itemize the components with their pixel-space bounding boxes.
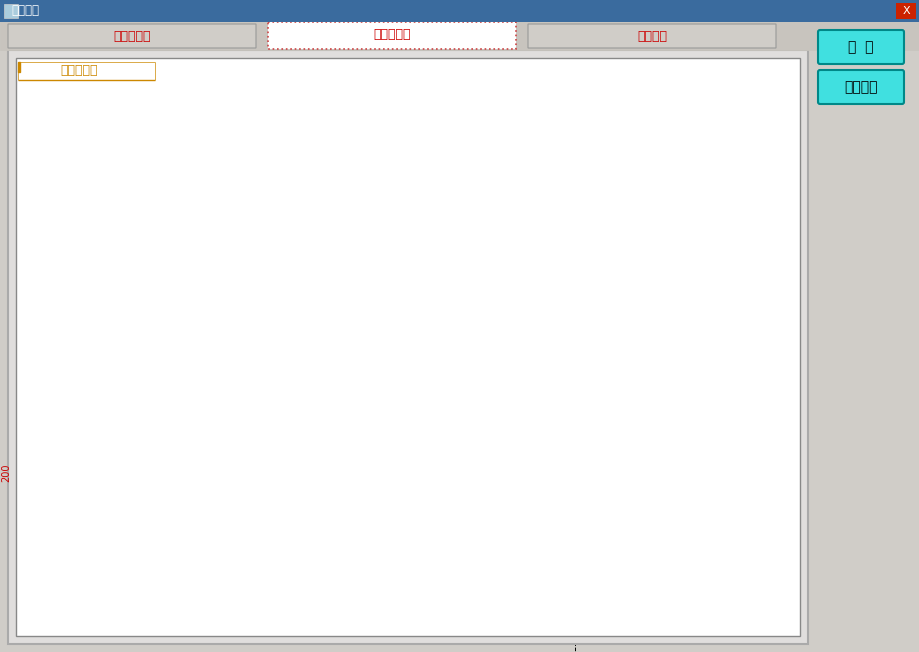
Bar bbox=[58, 198, 74, 238]
Text: 515: 515 bbox=[254, 345, 273, 355]
Bar bbox=[539, 123, 596, 133]
Bar bbox=[410, 324, 432, 332]
Bar bbox=[25, 182, 39, 254]
Bar bbox=[669, 452, 689, 492]
Bar bbox=[234, 213, 249, 223]
Bar bbox=[548, 133, 587, 141]
Text: 50: 50 bbox=[755, 251, 767, 261]
Bar bbox=[341, 415, 423, 530]
Text: 进口法兰: 进口法兰 bbox=[770, 548, 797, 558]
Bar bbox=[182, 105, 218, 115]
Text: 工作曲线图: 工作曲线图 bbox=[113, 29, 151, 42]
Bar bbox=[312, 210, 326, 226]
Bar bbox=[4, 4, 18, 18]
Bar bbox=[499, 584, 650, 596]
Bar bbox=[499, 323, 635, 335]
Bar bbox=[559, 384, 590, 392]
Text: 150: 150 bbox=[740, 462, 758, 472]
Bar bbox=[681, 205, 687, 225]
Text: 80: 80 bbox=[765, 498, 777, 508]
Text: 4-14: 4-14 bbox=[720, 289, 741, 299]
Text: 200: 200 bbox=[452, 464, 462, 482]
Text: 180: 180 bbox=[565, 359, 584, 369]
Bar bbox=[28, 385, 436, 560]
Bar bbox=[552, 374, 596, 384]
Text: 400: 400 bbox=[303, 360, 322, 370]
Bar bbox=[895, 3, 915, 19]
FancyBboxPatch shape bbox=[267, 22, 516, 49]
Bar bbox=[486, 596, 663, 606]
Bar bbox=[674, 201, 681, 229]
Text: 安装信息: 安装信息 bbox=[636, 29, 666, 42]
Bar bbox=[347, 423, 415, 522]
Text: 打印保存: 打印保存 bbox=[844, 80, 877, 94]
Text: 506: 506 bbox=[221, 359, 240, 369]
Text: 100: 100 bbox=[141, 155, 151, 173]
Text: 返  回: 返 回 bbox=[847, 40, 873, 54]
Bar bbox=[349, 220, 404, 260]
Bar bbox=[487, 335, 647, 345]
Text: IX型泵外形及安装尺寸: IX型泵外形及安装尺寸 bbox=[232, 574, 312, 587]
Bar bbox=[103, 324, 125, 332]
Bar bbox=[445, 417, 457, 527]
Text: 305: 305 bbox=[458, 244, 468, 263]
Bar bbox=[300, 212, 313, 224]
Text: 基本资料: 基本资料 bbox=[11, 5, 39, 18]
FancyBboxPatch shape bbox=[817, 30, 903, 64]
Bar bbox=[480, 345, 655, 357]
Bar bbox=[221, 214, 237, 222]
Bar bbox=[85, 190, 95, 246]
FancyBboxPatch shape bbox=[817, 70, 903, 104]
Bar bbox=[698, 460, 703, 484]
Bar bbox=[148, 298, 252, 308]
Bar bbox=[246, 208, 259, 228]
Bar bbox=[95, 308, 439, 324]
Bar bbox=[655, 197, 674, 233]
Bar bbox=[0, 22, 919, 50]
FancyBboxPatch shape bbox=[528, 24, 775, 48]
Bar bbox=[357, 228, 395, 252]
Text: 230: 230 bbox=[565, 629, 584, 639]
Text: 140: 140 bbox=[728, 271, 746, 281]
Text: 200: 200 bbox=[1, 464, 11, 482]
Bar bbox=[72, 194, 85, 242]
Text: 110: 110 bbox=[732, 221, 751, 231]
Bar bbox=[54, 409, 410, 536]
Bar bbox=[349, 324, 371, 332]
Bar bbox=[0, 0, 919, 22]
Text: 120: 120 bbox=[38, 275, 56, 285]
Bar bbox=[340, 200, 437, 285]
Text: 180: 180 bbox=[558, 110, 576, 120]
Text: 安装尺寸图: 安装尺寸图 bbox=[373, 29, 410, 42]
Bar bbox=[177, 113, 221, 123]
Text: 85: 85 bbox=[64, 360, 76, 370]
Bar bbox=[113, 423, 198, 522]
Text: 280: 280 bbox=[450, 236, 460, 254]
Bar bbox=[345, 290, 433, 294]
Text: 出口法兰: 出口法兰 bbox=[764, 295, 790, 305]
Text: 160: 160 bbox=[458, 254, 468, 272]
Text: 190: 190 bbox=[734, 522, 753, 532]
Bar bbox=[480, 606, 669, 620]
Bar bbox=[18, 62, 20, 72]
Text: X: X bbox=[902, 6, 909, 16]
Bar bbox=[8, 50, 807, 644]
Bar bbox=[347, 292, 429, 308]
Bar bbox=[154, 324, 176, 332]
Text: 190: 190 bbox=[620, 607, 639, 617]
Bar bbox=[689, 456, 698, 488]
FancyBboxPatch shape bbox=[8, 24, 255, 48]
Text: 4-18: 4-18 bbox=[722, 542, 744, 552]
Text: 13.5: 13.5 bbox=[516, 360, 539, 370]
Bar bbox=[42, 399, 422, 546]
Text: 安装尺寸图: 安装尺寸图 bbox=[60, 63, 97, 76]
Bar bbox=[16, 58, 800, 636]
Bar bbox=[172, 121, 228, 129]
